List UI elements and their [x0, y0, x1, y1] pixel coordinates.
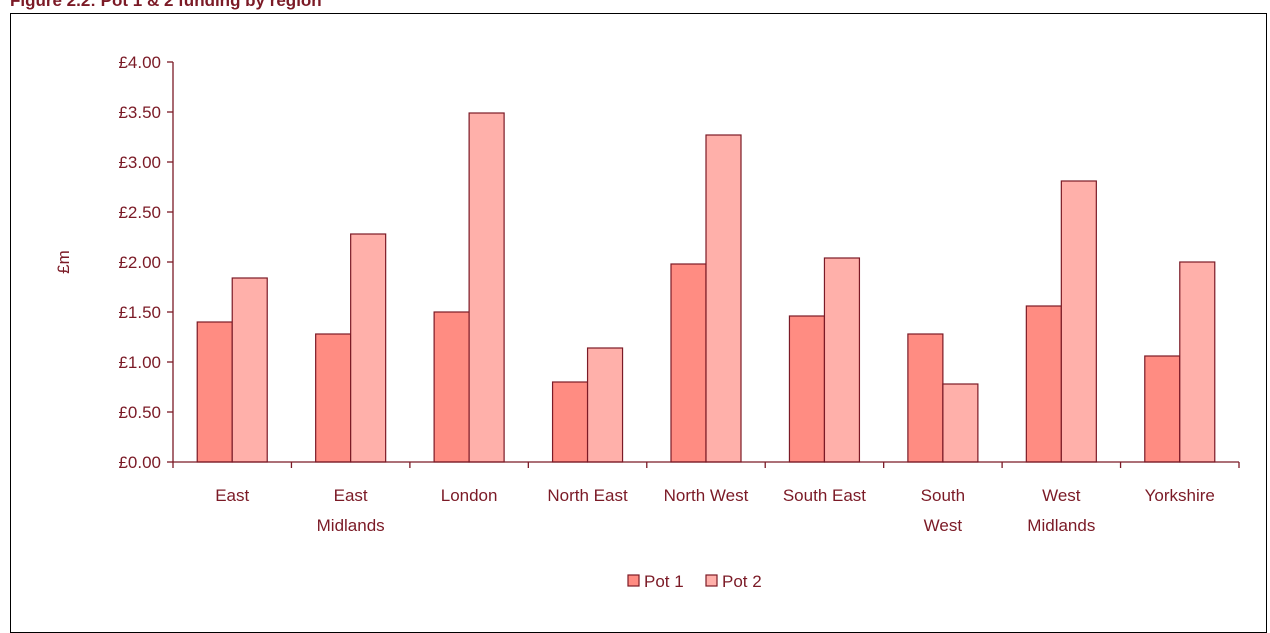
bar-pot-2-2: [468, 112, 505, 463]
x-tick-label: North West: [664, 486, 749, 505]
bar-pot-2-7: [1060, 180, 1097, 463]
legend-swatch-pot-2: [705, 574, 718, 587]
bar-pot-1-4: [670, 263, 707, 463]
y-tick-label: £3.50: [118, 103, 161, 122]
legend-label-pot-1: Pot 1: [644, 572, 684, 591]
bar-pot-1-8: [1144, 355, 1181, 463]
y-tick-label: £0.50: [118, 403, 161, 422]
bar-pot-2-6: [942, 383, 979, 463]
legend-label-pot-2: Pot 2: [722, 572, 762, 591]
y-tick-label: £4.00: [118, 53, 161, 72]
bar-pot-1-5: [788, 315, 826, 463]
chart-frame: £0.00 £0.50 £1.00 £1.50 £2.00 £2.50 £3.00 £3.50…: [10, 13, 1267, 633]
y-tick-label: £3.00: [118, 153, 161, 172]
bar-pot-1-2: [433, 311, 470, 463]
bar-pot-2-1: [350, 233, 387, 463]
bar-pot-1-1: [315, 333, 352, 463]
x-tick-label: South: [921, 486, 965, 505]
x-tick-label: West: [1042, 486, 1081, 505]
y-axis-label: £m: [54, 250, 73, 274]
bar-pot-2-4: [705, 134, 742, 463]
y-tick-label: £1.00: [118, 353, 161, 372]
x-tick-label: South East: [783, 486, 866, 505]
x-tick-label: Midlands: [1027, 516, 1095, 535]
y-tick-label: £1.50: [118, 303, 161, 322]
legend-swatch-pot-1: [627, 574, 640, 587]
bar-pot-1-0: [196, 321, 233, 463]
y-tick-label: £2.50: [118, 203, 161, 222]
bar-pot-1-3: [551, 381, 589, 463]
y-tick-label: £2.00: [118, 253, 161, 272]
bar-pot-1-6: [907, 333, 944, 463]
bar-chart: £0.00 £0.50 £1.00 £1.50 £2.00 £2.50 £3.00 £3.50…: [54, 53, 1240, 591]
x-tick-label: North East: [547, 486, 628, 505]
bar-pot-2-3: [586, 347, 624, 463]
x-tick-label: Yorkshire: [1145, 486, 1215, 505]
x-tick-label: London: [441, 486, 498, 505]
bar-pot-1-7: [1025, 305, 1062, 463]
x-tick-label: East: [334, 486, 368, 505]
x-tick-label: Midlands: [317, 516, 385, 535]
figure-title: Figure 2.2: Pot 1 & 2 funding by region: [10, 0, 322, 10]
x-tick-label: West: [924, 516, 963, 535]
bar-pot-2-8: [1179, 261, 1216, 463]
bar-pot-2-0: [231, 277, 268, 463]
bar-pot-2-5: [823, 257, 861, 463]
y-tick-label: £0.00: [118, 453, 161, 472]
x-tick-label: East: [215, 486, 249, 505]
